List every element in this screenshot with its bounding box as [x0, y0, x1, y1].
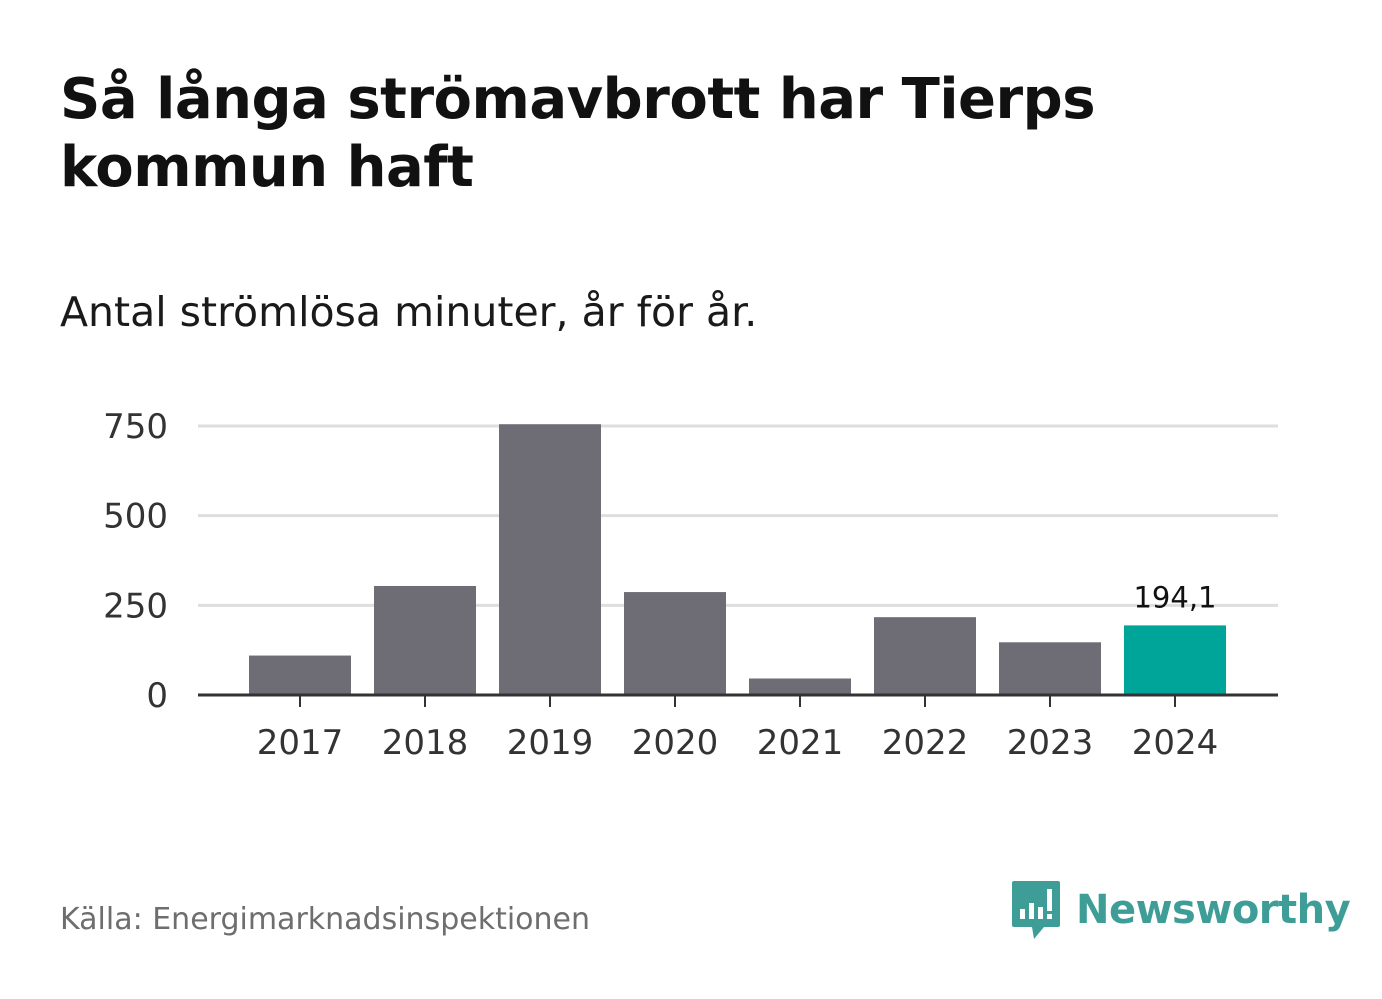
bar-2021	[749, 678, 851, 695]
chart-subtitle: Antal strömlösa minuter, år för år.	[60, 288, 758, 336]
data-label-2024: 194,1	[1133, 580, 1216, 614]
x-tick-label: 2018	[382, 723, 469, 763]
x-axis	[198, 693, 1278, 707]
bar-2024	[1124, 625, 1226, 695]
bar-2017	[249, 655, 351, 695]
x-tick-label: 2020	[632, 723, 719, 763]
x-tick-label: 2023	[1007, 723, 1094, 763]
y-tick-label: 250	[103, 586, 168, 626]
bar-2019	[499, 424, 601, 695]
x-tick-label: 2022	[882, 723, 969, 763]
y-tick-label: 0	[146, 676, 168, 716]
x-tick-label: 2021	[757, 723, 844, 763]
chart-title: Så långa strömavbrott har Tierps kommun …	[60, 67, 1096, 200]
bar-2022	[874, 617, 976, 695]
newsworthy-logo: Newsworthy	[1010, 878, 1351, 942]
source-note: Källa: Energimarknadsinspektionen	[60, 902, 591, 937]
x-tick-label: 2024	[1132, 723, 1219, 763]
bar-2018	[374, 585, 476, 695]
bar-2023	[999, 642, 1101, 695]
newsworthy-logo-text: Newsworthy	[1076, 887, 1351, 933]
y-tick-label: 500	[103, 497, 168, 537]
newsworthy-logo-icon	[1012, 881, 1060, 939]
y-tick-label: 750	[103, 407, 168, 447]
bar-2020	[624, 592, 726, 695]
x-tick-label: 2017	[257, 723, 344, 763]
bars	[249, 424, 1226, 695]
x-tick-label: 2019	[507, 723, 594, 763]
gridlines	[198, 424, 1278, 607]
labels: 0 250 500 750 2017 2018 2019 2020 2021 2022 2023 20…	[103, 407, 1218, 763]
